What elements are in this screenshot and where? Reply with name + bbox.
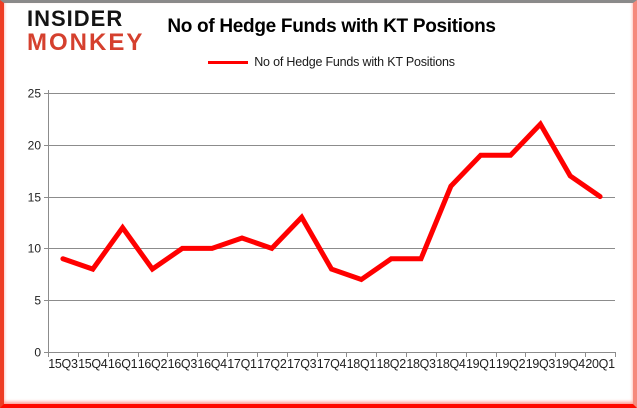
x-tick-label: 17Q2 [257,357,287,371]
x-tick-label: 18Q4 [436,357,466,371]
x-tick-label: 19Q2 [496,357,526,371]
insider-monkey-logo: INSIDER MONKEY [27,8,144,55]
x-tick-label: 17Q4 [317,357,347,371]
x-tick-label: 18Q1 [347,357,377,371]
x-tick-label: 17Q3 [287,357,317,371]
x-tick-label: 16Q1 [108,357,138,371]
x-tick-label: 19Q3 [526,357,556,371]
x-tick-label: 18Q3 [406,357,436,371]
y-tick-label: 0 [34,346,41,360]
y-tick-label: 25 [28,87,42,101]
y-tick-label: 20 [28,139,42,153]
y-tick-label: 15 [28,191,42,205]
y-tick-label: 5 [34,294,41,308]
series-line [60,119,603,283]
y-tick-label: 10 [28,242,42,256]
x-tick-label: 15Q4 [78,357,108,371]
x-tick-label: 20Q1 [585,357,615,371]
x-tick-label: 15Q3 [48,357,78,371]
logo-monkey-text: MONKEY [27,29,145,56]
x-tick-label: 18Q2 [376,357,406,371]
x-tick-label: 19Q1 [466,357,496,371]
x-tick-label: 16Q4 [197,357,227,371]
x-tick-label: 17Q1 [227,357,257,371]
legend-line-swatch [208,60,249,64]
logo-insider-text: INSIDER [27,6,124,31]
x-tick-label: 16Q3 [168,357,198,371]
x-tick-label: 19Q4 [556,357,586,371]
chart-title: No of Hedge Funds with KT Positions [167,16,496,37]
legend: No of Hedge Funds with KT Positions [48,55,615,69]
legend-label: No of Hedge Funds with KT Positions [254,55,455,69]
x-tick-label: 16Q2 [138,357,168,371]
